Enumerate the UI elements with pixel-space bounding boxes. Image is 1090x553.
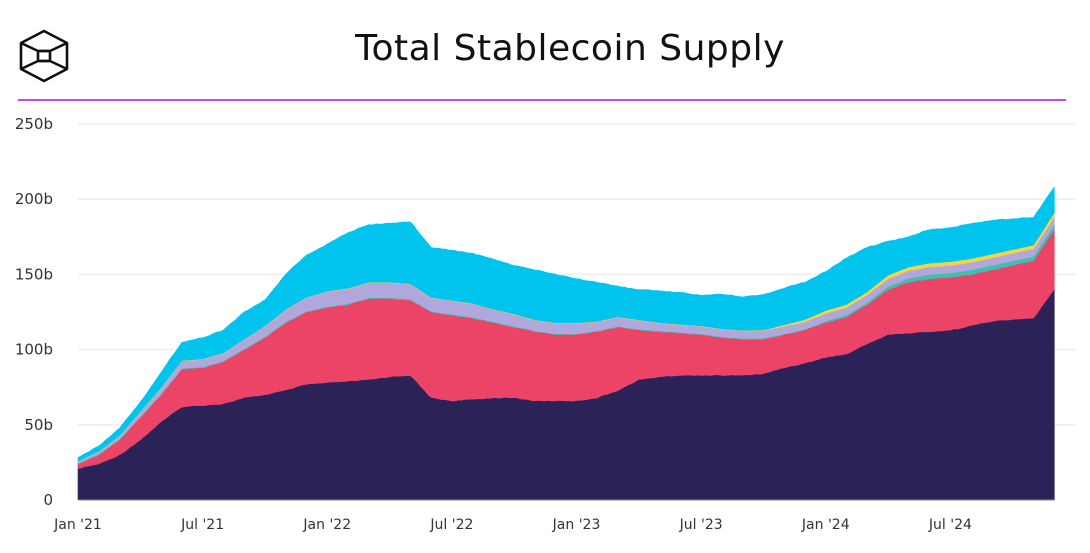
y-tick-label: 250b xyxy=(15,115,53,133)
y-axis-ticks: 0 50b 100b 150b 200b 250b xyxy=(15,115,53,509)
x-axis-ticks: Jan '21 Jul '21 Jan '22 Jul '22 Jan '23 Jul '… xyxy=(53,517,972,533)
title-divider xyxy=(18,99,1066,101)
stacked-areas xyxy=(77,186,1055,501)
y-tick-label: 50b xyxy=(24,416,53,434)
logo-cube-icon xyxy=(19,29,69,83)
y-tick-label: 0 xyxy=(43,491,53,509)
x-tick-label: Jan '21 xyxy=(53,517,102,533)
logo-inner-square xyxy=(36,49,52,63)
x-tick-label: Jul '22 xyxy=(429,517,473,533)
chart-title: Total Stablecoin Supply xyxy=(355,28,785,69)
x-tick-label: Jul '23 xyxy=(679,517,723,533)
x-tick-label: Jan '22 xyxy=(302,517,351,533)
area-series-5 xyxy=(77,186,1055,462)
x-tick-label: Jul '21 xyxy=(180,517,224,533)
y-tick-label: 100b xyxy=(15,341,53,359)
x-tick-label: Jan '24 xyxy=(801,517,850,533)
y-tick-label: 200b xyxy=(15,190,53,208)
x-tick-label: Jan '23 xyxy=(552,517,601,533)
y-tick-label: 150b xyxy=(15,265,53,283)
x-tick-label: Jul '24 xyxy=(928,517,972,533)
